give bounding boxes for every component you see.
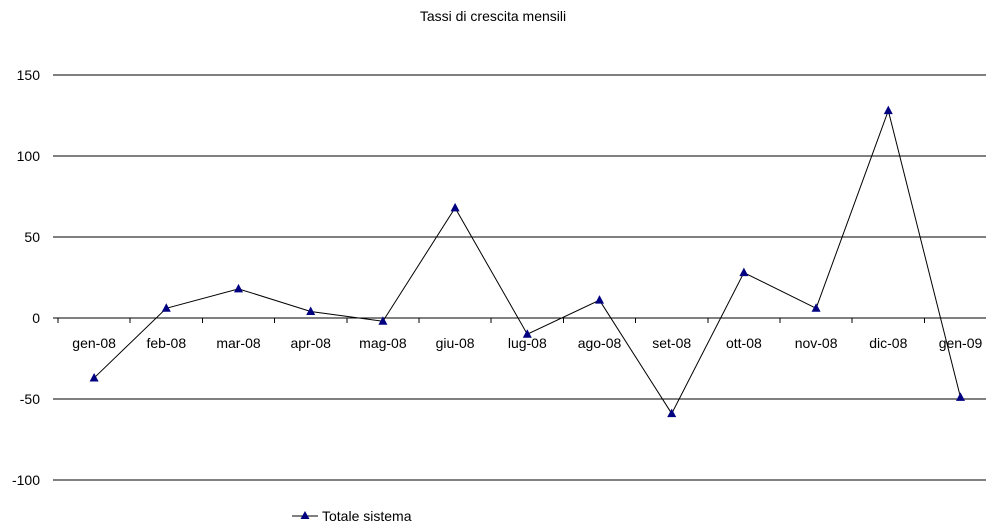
data-point [739, 267, 749, 277]
chart-title: Tassi di crescita mensili [419, 8, 567, 24]
y-tick-label: -50 [20, 391, 40, 407]
data-point [956, 392, 965, 401]
data-point [595, 295, 604, 304]
y-tick-label: 0 [32, 310, 40, 326]
x-tick-label: giu-08 [436, 335, 475, 351]
x-tick-label: gen-08 [72, 335, 116, 351]
legend: Totale sistema [290, 506, 411, 526]
x-tick-label: mar-08 [216, 335, 261, 351]
data-point [306, 306, 316, 316]
y-tick-label: 50 [24, 229, 40, 245]
data-point [522, 329, 532, 338]
x-tick-label: mag-08 [359, 335, 407, 351]
x-tick-label: ott-08 [726, 335, 762, 351]
x-tick-label: apr-08 [290, 335, 331, 351]
x-tick-label: gen-09 [939, 335, 983, 351]
y-tick-label: -100 [12, 472, 40, 488]
data-point [667, 408, 677, 418]
y-tick-label: 100 [17, 148, 41, 164]
x-tick-label: feb-08 [146, 335, 186, 351]
x-tick-label: set-08 [652, 335, 691, 351]
data-point [161, 303, 171, 312]
data-point [89, 372, 99, 382]
data-point [234, 283, 243, 293]
legend-marker-icon [292, 511, 318, 519]
x-tick-label: ago-08 [578, 335, 622, 351]
y-tick-label: 150 [17, 67, 41, 83]
data-point [883, 105, 893, 115]
x-tick-label: lug-08 [508, 335, 547, 351]
x-tick-label: nov-08 [795, 335, 838, 351]
x-tick-label: dic-08 [869, 335, 907, 351]
data-point [811, 303, 821, 312]
legend-label: Totale sistema [322, 508, 412, 524]
data-point [378, 316, 388, 325]
data-point [450, 202, 460, 212]
